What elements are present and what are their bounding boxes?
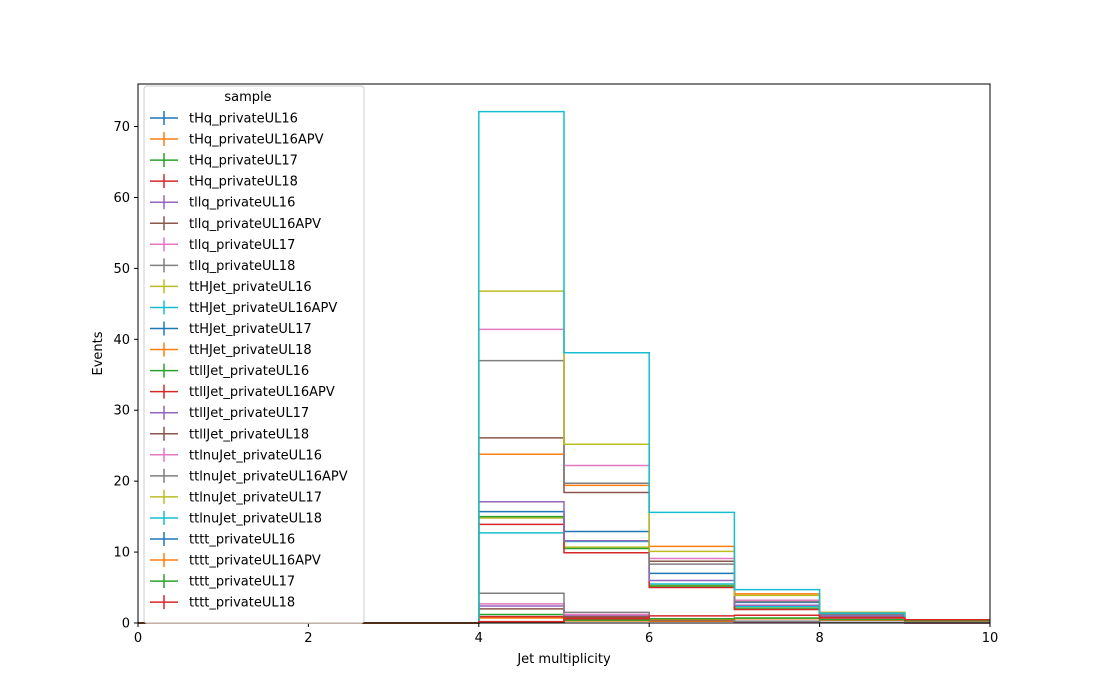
y-axis-ticks: 0 10 20 30 40 50 60 70: [113, 120, 138, 632]
legend-item: tHq_privateUL16APV: [150, 132, 324, 148]
legend-label: ttllJet_privateUL18: [189, 427, 309, 442]
legend-label: ttlnuJet_privateUL18: [189, 511, 322, 526]
legend-item: tHq_privateUL18: [150, 174, 298, 190]
legend-title: sample: [224, 90, 271, 105]
legend-item: ttllJet_privateUL16: [150, 363, 309, 379]
legend: sample tHq_privateUL16 tHq_privateUL16APV…: [143, 85, 365, 624]
legend-label: ttlnuJet_privateUL16: [189, 448, 322, 463]
legend-label: ttllJet_privateUL17: [189, 406, 309, 421]
legend-item: tllq_privateUL16APV: [150, 216, 321, 232]
legend-item: ttlnuJet_privateUL18: [150, 510, 322, 526]
axes-frame: [137, 83, 991, 624]
y-tick-label: 10: [113, 546, 130, 561]
legend-label: tllq_privateUL16: [189, 196, 295, 211]
legend-item: ttlnuJet_privateUL16: [150, 447, 322, 463]
legend-item: ttllJet_privateUL16APV: [150, 384, 335, 400]
legend-label: tttt_privateUL17: [189, 575, 295, 590]
y-axis-label: Events: [91, 331, 106, 375]
y-tick-label: 50: [113, 262, 130, 277]
x-tick-label: 10: [982, 631, 999, 646]
x-tick-label: 0: [134, 631, 142, 646]
x-tick-label: 2: [304, 631, 312, 646]
legend-item: ttllJet_privateUL18: [150, 426, 309, 442]
legend-label: ttllJet_privateUL16APV: [189, 385, 335, 400]
legend-label: tttt_privateUL16APV: [189, 554, 321, 569]
legend-item: tttt_privateUL16APV: [150, 553, 321, 569]
y-tick-label: 40: [113, 333, 130, 348]
legend-label: tllq_privateUL17: [189, 238, 295, 253]
y-tick-label: 20: [113, 475, 130, 490]
legend-label: tllq_privateUL18: [189, 259, 295, 274]
legend-label: tttt_privateUL16: [189, 533, 295, 548]
y-tick-label: 60: [113, 191, 130, 206]
legend-item: ttHJet_privateUL16APV: [150, 300, 337, 316]
legend-items: tHq_privateUL16 tHq_privateUL16APV tHq_pri…: [150, 111, 348, 611]
legend-label: tttt_privateUL18: [189, 596, 295, 611]
legend-item: tttt_privateUL18: [150, 595, 295, 611]
legend-item: ttHJet_privateUL16: [150, 279, 312, 295]
legend-label: ttHJet_privateUL16: [189, 280, 312, 295]
legend-box: [143, 85, 365, 624]
legend-item: tllq_privateUL16: [150, 195, 295, 211]
y-tick-label: 70: [113, 120, 130, 135]
legend-label: ttHJet_privateUL18: [189, 343, 312, 358]
legend-label: tHq_privateUL18: [189, 175, 298, 190]
legend-label: tHq_privateUL17: [189, 154, 298, 169]
x-tick-label: 6: [645, 631, 653, 646]
legend-item: tHq_privateUL17: [150, 153, 298, 169]
legend-item: ttlnuJet_privateUL17: [150, 489, 322, 505]
legend-item: ttlnuJet_privateUL16APV: [150, 468, 348, 484]
legend-label: tllq_privateUL16APV: [189, 217, 321, 232]
legend-item: ttHJet_privateUL17: [150, 321, 312, 337]
legend-label: ttllJet_privateUL16: [189, 364, 309, 379]
legend-item: ttllJet_privateUL17: [150, 405, 309, 421]
y-tick-label: 30: [113, 404, 130, 419]
legend-label: ttHJet_privateUL16APV: [189, 301, 337, 316]
y-tick-label: 0: [122, 617, 130, 632]
legend-item: tHq_privateUL16: [150, 111, 298, 127]
legend-label: tHq_privateUL16APV: [189, 133, 324, 148]
legend-item: tllq_privateUL18: [150, 258, 295, 274]
legend-label: ttlnuJet_privateUL16APV: [189, 469, 348, 484]
legend-item: tttt_privateUL16: [150, 532, 295, 548]
legend-item: tttt_privateUL17: [150, 574, 295, 590]
x-tick-label: 8: [815, 631, 823, 646]
legend-label: tHq_privateUL16: [189, 112, 298, 127]
x-tick-label: 4: [475, 631, 483, 646]
x-axis-label: Jet multiplicity: [516, 652, 611, 667]
x-axis-ticks: 0 2 4 6 8 10: [134, 623, 998, 646]
legend-item: ttHJet_privateUL18: [150, 342, 312, 358]
legend-label: ttlnuJet_privateUL17: [189, 490, 322, 505]
legend-label: ttHJet_privateUL17: [189, 322, 312, 337]
legend-item: tllq_privateUL17: [150, 237, 295, 253]
